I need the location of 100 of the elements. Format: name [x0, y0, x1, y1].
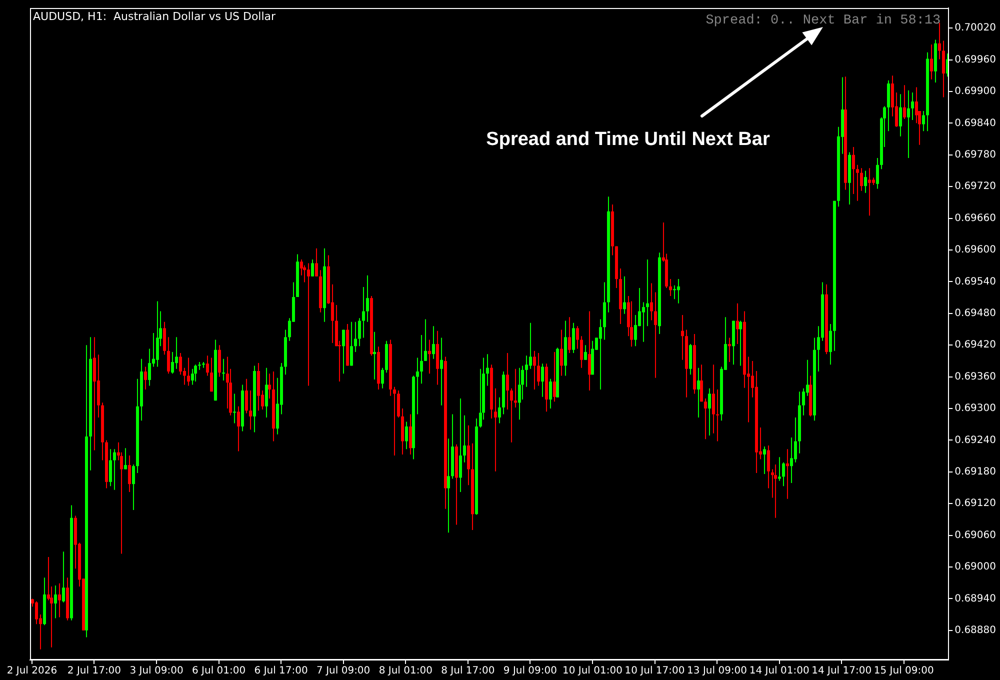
candlestick	[171, 351, 174, 374]
candlestick	[588, 310, 591, 392]
candlestick	[553, 351, 556, 402]
candlestick	[568, 316, 571, 354]
x-tick-label: 9 Jul 09:00	[503, 666, 557, 677]
candlestick	[342, 329, 345, 374]
candlestick	[175, 336, 178, 370]
candlestick	[393, 386, 396, 456]
candlestick	[397, 390, 400, 418]
candlestick	[440, 337, 443, 406]
y-tick-label: 0.69900	[954, 86, 996, 98]
candlestick	[899, 94, 902, 137]
candlestick	[265, 367, 268, 418]
candlestick	[463, 414, 466, 463]
candlestick	[584, 344, 587, 360]
y-tick-label: 0.68880	[954, 625, 996, 636]
candlestick	[782, 462, 785, 487]
y-tick-label: 0.69600	[954, 244, 996, 256]
candlestick	[163, 321, 166, 356]
candlestick	[510, 388, 513, 443]
candlestick	[537, 352, 540, 386]
candlestick	[62, 551, 65, 603]
candlestick	[829, 323, 832, 366]
candlestick	[700, 364, 703, 402]
candlestick	[794, 416, 797, 463]
y-tick-label: 0.69540	[954, 276, 996, 288]
candlestick	[54, 585, 57, 619]
candlestick	[541, 363, 544, 398]
candlestick	[311, 259, 314, 277]
y-tick-label: 0.70020	[954, 22, 996, 34]
candlestick	[689, 344, 692, 376]
y-tick-label: 0.69420	[954, 340, 996, 351]
y-tick-label: 0.69780	[954, 149, 996, 160]
candlestick	[132, 464, 135, 510]
candlestick	[405, 421, 408, 450]
annotation: Spread and Time Until Next Bar	[486, 129, 770, 150]
candlestick	[144, 366, 147, 390]
candlestick	[518, 367, 521, 420]
candlestick	[549, 378, 552, 409]
candlestick	[58, 582, 61, 618]
annotation: Spread: 0.. Next Bar in 58:13	[706, 14, 941, 29]
candlestick	[728, 337, 731, 363]
candlestick	[790, 437, 793, 484]
candlestick	[736, 302, 739, 345]
y-tick-label: 0.69840	[954, 118, 996, 129]
candlestick	[915, 86, 918, 124]
candlestick	[167, 336, 170, 374]
candlestick	[124, 448, 127, 470]
candlestick	[486, 354, 489, 386]
candlestick	[576, 326, 579, 350]
x-tick-label: 3 Jul 09:00	[130, 666, 184, 677]
candlestick	[739, 320, 742, 366]
y-tick-label: 0.69360	[954, 371, 996, 382]
candlestick	[113, 448, 116, 490]
candlestick	[467, 424, 470, 486]
candlestick	[704, 398, 707, 440]
candlestick	[514, 368, 517, 408]
candlestick	[307, 262, 310, 386]
candlestick	[907, 90, 910, 159]
candlestick	[529, 322, 532, 370]
candlestick	[194, 364, 197, 382]
candlestick	[673, 284, 676, 300]
x-tick-label: 7 Jul 09:00	[316, 666, 370, 677]
candlestick	[128, 455, 131, 492]
candlestick	[245, 378, 248, 414]
candlestick	[599, 318, 602, 390]
candlestick	[642, 302, 645, 342]
candlestick	[669, 278, 672, 296]
x-tick-label: 10 Jul 17:00	[624, 666, 685, 677]
candlestick	[697, 367, 700, 418]
candlestick	[420, 334, 423, 384]
candlestick	[191, 368, 194, 386]
y-tick-label: 0.69180	[954, 466, 996, 478]
y-tick-label: 0.69480	[954, 308, 996, 319]
candlestick	[938, 22, 941, 60]
x-tick-label: 2 Jul 2026	[6, 666, 58, 677]
y-tick-label: 0.69240	[954, 434, 996, 446]
candlestick	[354, 321, 357, 352]
candlestick	[876, 158, 879, 190]
candlestick	[187, 357, 190, 386]
y-tick-label: 0.69120	[954, 498, 996, 510]
x-tick-label: 2 Jul 17:00	[67, 666, 122, 677]
y-tick-label: 0.69660	[954, 212, 996, 224]
candlestick	[93, 336, 96, 451]
candlestick	[447, 438, 450, 534]
candlestick	[911, 92, 914, 121]
candlestick	[868, 168, 871, 216]
candlestick	[677, 278, 680, 304]
candlestick	[424, 318, 427, 362]
candlestick	[222, 358, 225, 381]
candlestick	[416, 357, 419, 415]
candlestick	[646, 259, 649, 327]
candlestick	[786, 448, 789, 500]
candlestick	[432, 326, 435, 360]
candlestick	[708, 388, 711, 436]
x-tick-label: 10 Jul 01:00	[562, 666, 622, 677]
candlestick	[494, 388, 497, 472]
candlestick	[148, 348, 151, 386]
candlestick	[572, 322, 575, 354]
candlestick	[903, 84, 906, 120]
